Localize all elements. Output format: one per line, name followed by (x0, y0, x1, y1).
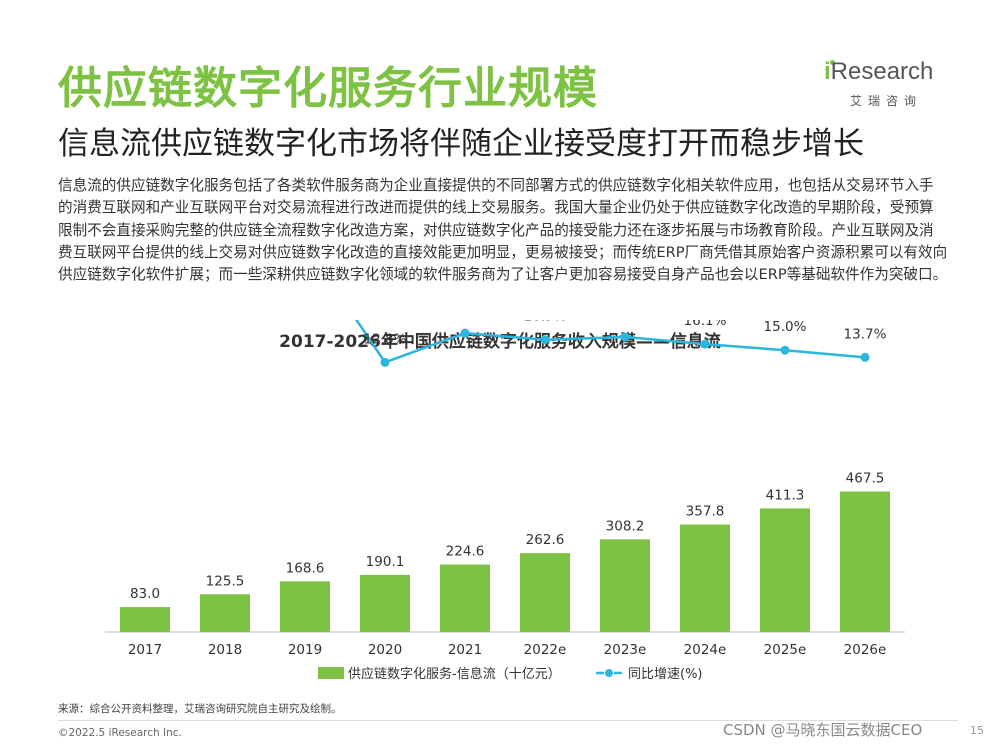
x-tick-2024e: 2024e (684, 642, 727, 658)
growth-label-2023e: 17.4% (604, 320, 647, 322)
bar-2018 (200, 594, 250, 632)
iresearch-logo: iResearch 艾瑞咨询 (820, 58, 955, 118)
legend-line-marker (604, 668, 614, 678)
bar-label-2026e: 467.5 (846, 471, 885, 487)
x-tick-2025e: 2025e (764, 642, 807, 658)
bar-label-2021: 224.6 (446, 544, 485, 560)
logo-chinese-name: 艾瑞咨询 (850, 94, 923, 108)
growth-point-2026e (860, 352, 870, 362)
bar-2019 (280, 581, 330, 632)
x-tick-2017: 2017 (128, 642, 162, 658)
bar-label-2023e: 308.2 (606, 518, 645, 534)
bar-label-2019: 168.6 (286, 560, 325, 576)
legend-line-label: 同比增速(%) (628, 667, 703, 682)
x-tick-2020: 2020 (368, 642, 402, 658)
watermark: CSDN @马晓东国云数据CEO (723, 721, 923, 739)
bar-label-2020: 190.1 (366, 554, 405, 570)
legend-bar-label: 供应链数字化服务-信息流（十亿元） (348, 666, 561, 682)
x-tick-2019: 2019 (288, 642, 322, 658)
logo-research: Research (830, 58, 934, 85)
bar-2024e (680, 524, 730, 632)
bar-2026e (840, 491, 890, 632)
page-title: 供应链数字化服务行业规模 (58, 63, 598, 114)
bar-2021 (440, 564, 490, 632)
bar-2025e (760, 508, 810, 632)
logo-dot-icon (830, 60, 835, 65)
growth-point-2022e (540, 335, 550, 345)
footer-divider (58, 720, 958, 721)
bar-2023e (600, 539, 650, 632)
growth-label-2022e: 16.9% (524, 320, 567, 325)
growth-point-2020 (380, 357, 390, 367)
bar-label-2017: 83.0 (130, 586, 160, 602)
growth-label-2025e: 15.0% (764, 320, 807, 335)
source-note: 来源：综合公开资料整理，艾瑞咨询研究院自主研究及绘制。 (58, 703, 342, 715)
chart-container: 2017-2026年中国供应链数字化服务收入规模——信息流 83.0 125.5 1… (0, 118, 1000, 700)
body-paragraph: 信息流的供应链数字化服务包括了各类软件服务商为企业直接提供的不同部署方式的供应链… (58, 177, 948, 284)
growth-label-2020: 12.8% (364, 331, 407, 347)
bar-label-2022e: 262.6 (526, 532, 565, 548)
revenue-chart: 2017-2026年中国供应链数字化服务收入规模——信息流 83.0 125.5 1… (105, 118, 905, 682)
copyright: ©2022.5 iResearch Inc. (58, 727, 182, 739)
growth-label-2026e: 13.7% (844, 326, 887, 342)
logo-i: i (824, 58, 831, 85)
logo-wordmark: iResearch (824, 58, 933, 86)
x-tick-2022e: 2022e (524, 642, 567, 658)
growth-point-2021 (460, 328, 470, 338)
legend-bar-swatch (318, 667, 344, 679)
growth-point-2024e (700, 339, 710, 349)
growth-point-2025e (780, 345, 790, 355)
x-tick-2026e: 2026e (844, 642, 887, 658)
bar-label-2024e: 357.8 (686, 503, 725, 519)
page-number: 15 (970, 724, 984, 737)
bar-2017 (120, 607, 170, 632)
x-tick-2023e: 2023e (604, 642, 647, 658)
chart-title: 2017-2026年中国供应链数字化服务收入规模——信息流 (279, 331, 721, 352)
x-tick-2018: 2018 (208, 642, 242, 658)
growth-point-2023e (620, 332, 630, 342)
chart-legend: 供应链数字化服务-信息流（十亿元） 同比增速(%) (318, 666, 703, 682)
x-tick-2021: 2021 (448, 642, 482, 658)
bar-label-2018: 125.5 (206, 573, 245, 589)
page-subtitle: 信息流供应链数字化市场将伴随企业接受度打开而稳步增长 (58, 126, 864, 162)
bar-label-2025e: 411.3 (766, 487, 805, 503)
bar-2020 (360, 574, 410, 632)
bar-2022e (520, 553, 570, 632)
growth-label-2024e: 16.1% (684, 320, 727, 329)
